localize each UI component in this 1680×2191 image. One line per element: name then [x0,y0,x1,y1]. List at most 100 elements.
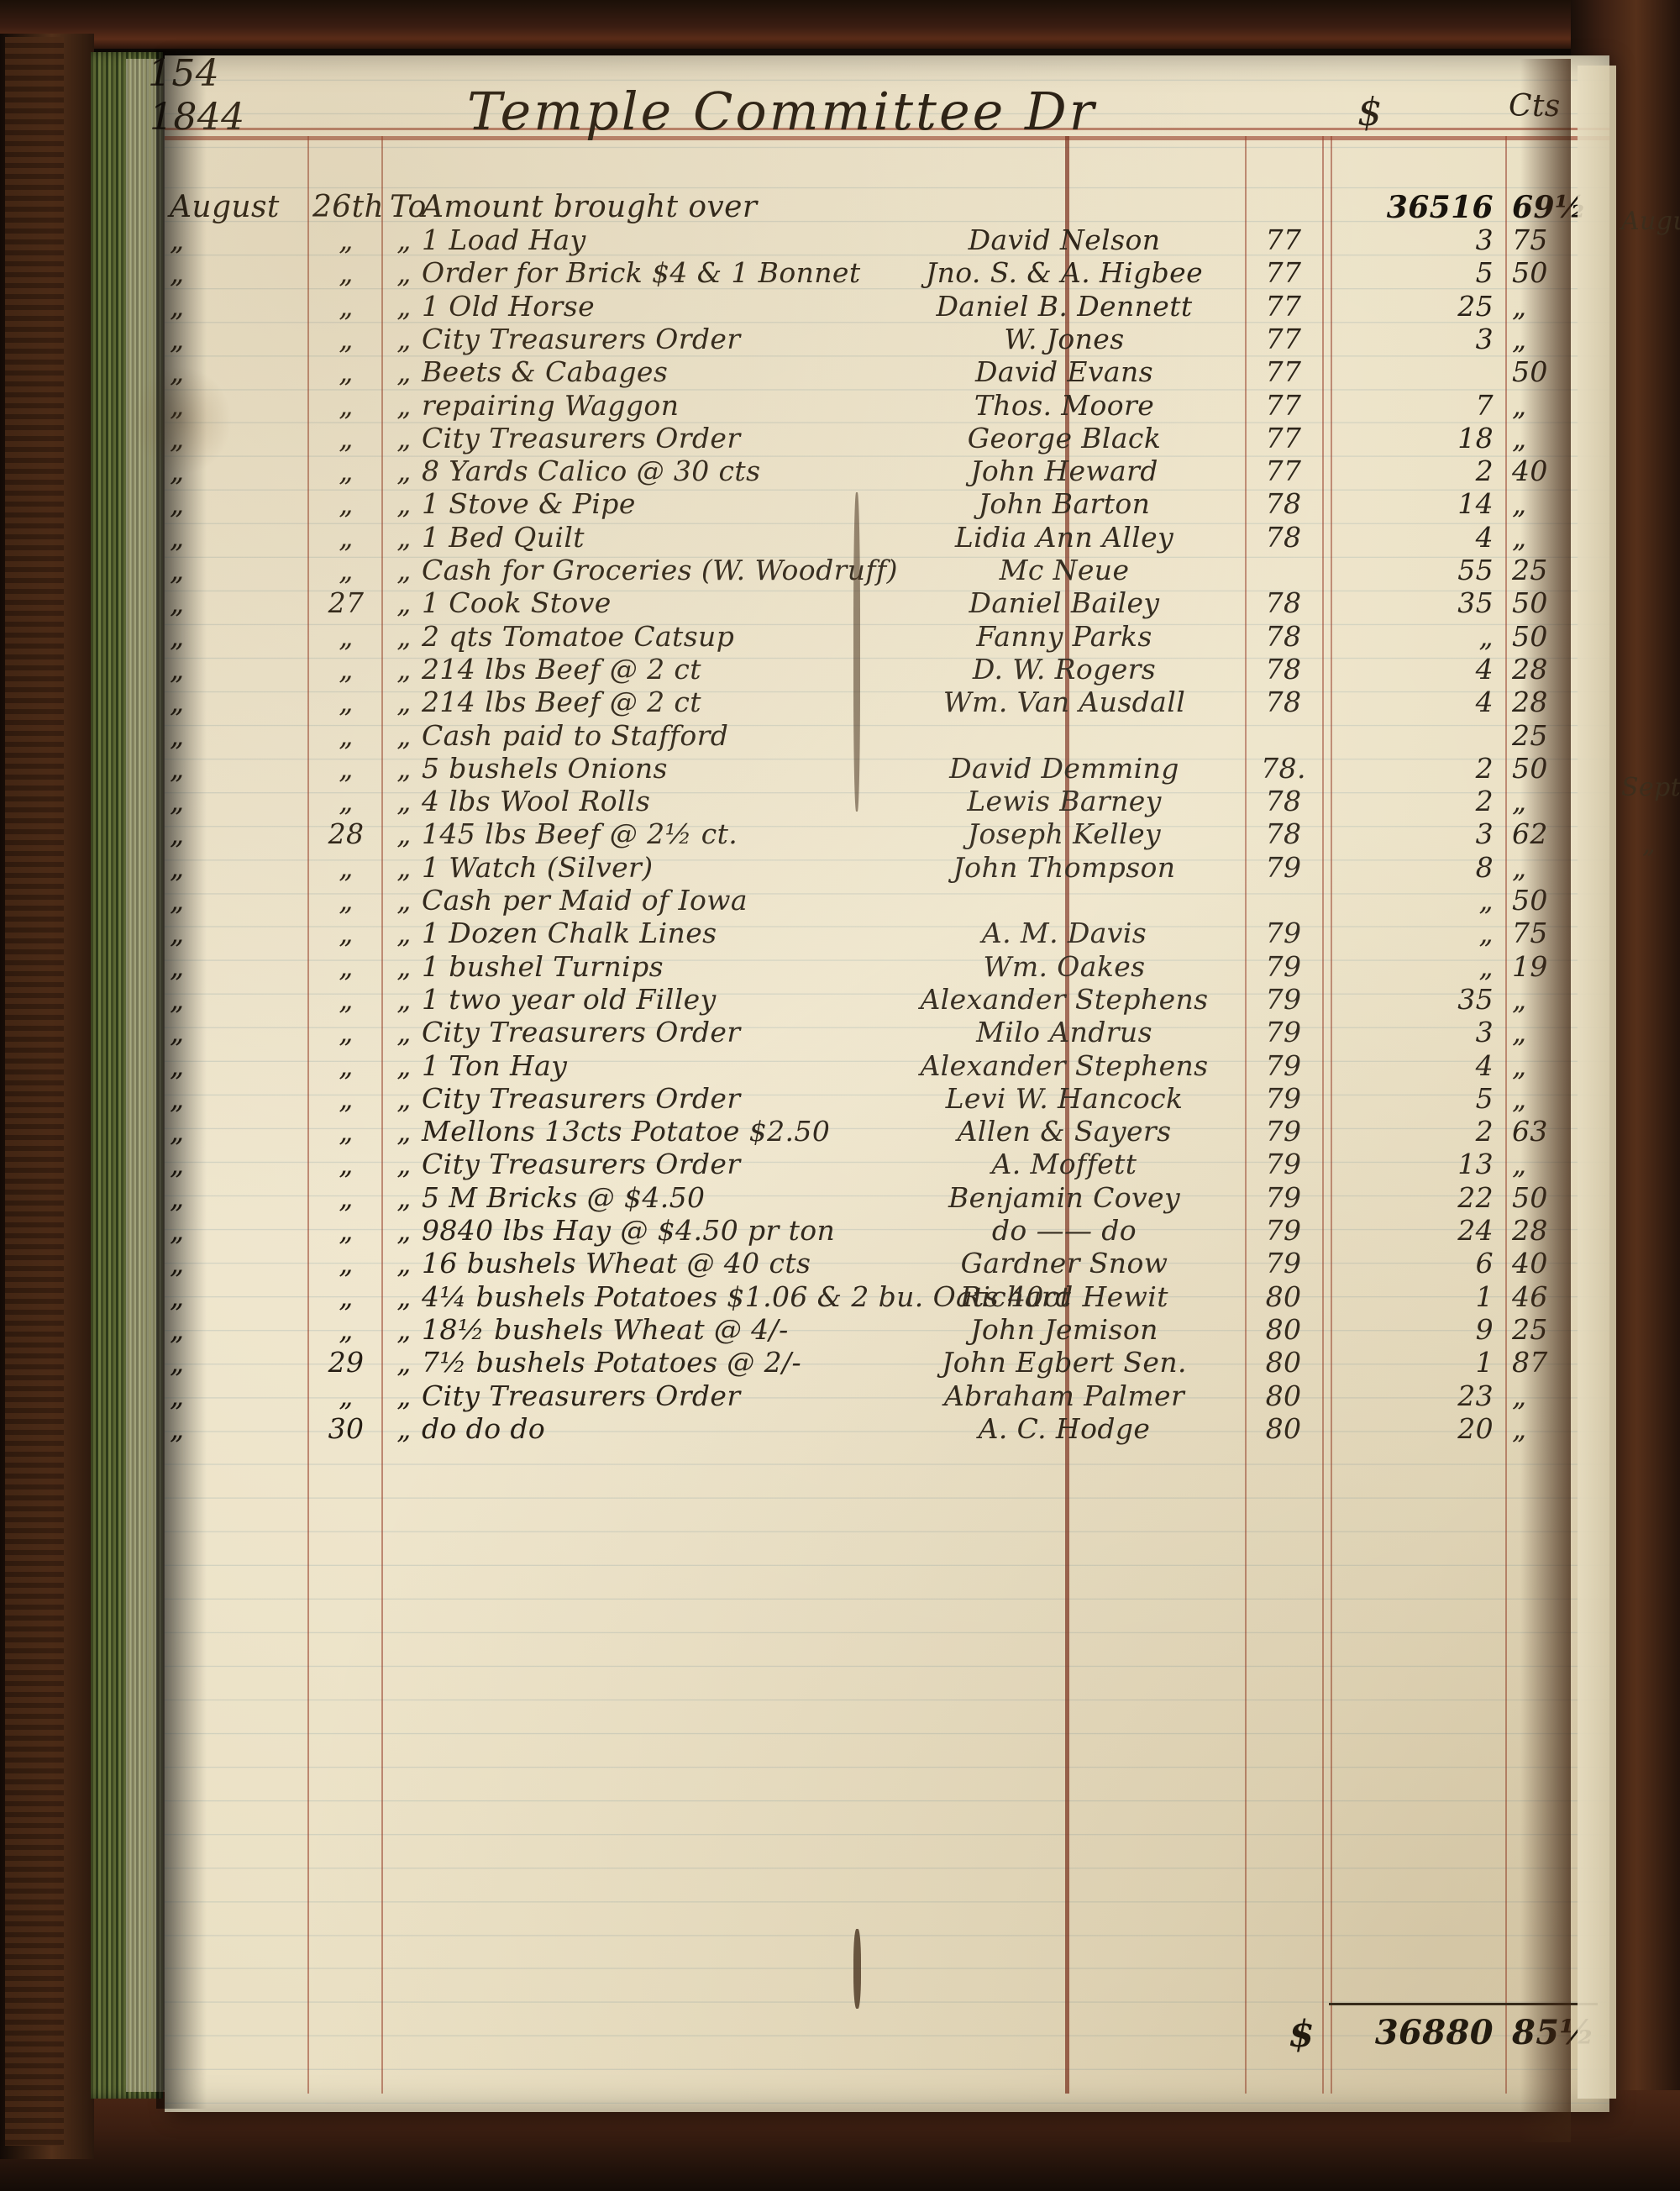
row-description: 1 Ton Hay [422,1048,568,1082]
row-dollars: 1 [1475,1279,1494,1313]
table-row: „„„4¼ bushels Potatoes $1.06 & 2 bu. Oat… [165,1280,1609,1314]
row-name: Wm. Oakes [983,949,1146,983]
row-dollars: 8 [1475,850,1494,884]
row-dollars: 35 [1457,982,1494,1016]
row-to-mark: „ [396,1115,412,1148]
row-day: „ [339,554,354,586]
row-folio: 80 [1265,1279,1302,1313]
row-name: Alexander Stephens [920,982,1209,1016]
column-rule-to [381,136,383,2094]
row-name: Joseph Kelley [967,817,1162,851]
row-description: 5 bushels Onions [422,751,668,785]
row-to-mark: „ [396,487,412,521]
row-folio: 80 [1265,1346,1302,1379]
row-dollars: „ [1478,884,1494,917]
row-to-mark: „ [396,454,412,488]
column-rule-folio [1245,136,1247,2094]
row-folio: 80 [1265,1411,1302,1445]
row-name: Lidia Ann Alley [954,520,1174,554]
table-row: „„„Cash for Groceries (W. Woodruff)Mc Ne… [165,554,1609,587]
row-day: 30 [328,1411,365,1445]
row-description: 1 bushel Turnips [422,949,664,983]
table-row: „„„18½ bushels Wheat @ 4/-John Jemison80… [165,1313,1609,1347]
row-to-mark: „ [396,1016,412,1049]
row-to-mark: „ [396,1411,412,1445]
row-name: John Jemison [970,1312,1158,1346]
row-description: 18½ bushels Wheat @ 4/- [422,1312,789,1346]
row-description: 145 lbs Beef @ 2½ ct. [422,817,738,851]
row-description: 1 Bed Quilt [422,520,585,554]
row-to-mark: „ [396,1279,412,1313]
row-name: Daniel B. Dennett [936,289,1193,323]
row-day: „ [339,1214,354,1247]
row-description: 16 bushels Wheat @ 40 cts [422,1247,811,1280]
row-folio: 78 [1265,817,1302,851]
row-description: Beets & Cabages [422,355,669,389]
row-day: „ [339,388,354,422]
row-folio: 78 [1265,487,1302,521]
row-name: A. M. Davis [981,917,1147,950]
row-name: George Black [967,421,1162,454]
row-folio: 78. [1261,751,1306,785]
row-name: Benjamin Covey [948,1180,1181,1214]
row-description: City Treasurers Order [422,1016,741,1049]
row-dollars: 2 [1475,785,1494,818]
row-dollars: 1 [1475,1346,1494,1379]
row-to-mark: „ [396,1148,412,1181]
row-to-mark: „ [396,1180,412,1214]
row-description: Cash paid to Stafford [422,718,729,752]
row-name: Alexander Stephens [920,1048,1209,1082]
row-dollars: 35 [1457,586,1494,620]
row-dollars: 18 [1457,421,1494,454]
row-dollars: 4 [1475,652,1494,686]
row-dollars: 23 [1457,1379,1494,1412]
row-day: 26th [312,190,385,224]
row-description: 1 Watch (Silver) [422,850,654,884]
row-folio: 79 [1265,1148,1302,1181]
ledger-leaf: 154 1844 Temple Committee Dr $ Cts Augus… [131,52,1609,2112]
row-folio: 78 [1265,785,1302,818]
margin-note-august: Augus [1621,207,1680,236]
row-to-mark: „ [396,388,412,422]
row-description: repairing Waggon [422,388,680,422]
row-dollars: 7 [1475,388,1494,422]
ink-blot-upper [853,492,860,812]
row-day: 29 [328,1346,365,1379]
row-dollars: 3 [1475,817,1494,851]
row-day: „ [339,884,354,917]
row-description: Amount brought over [422,190,758,224]
row-description: 2 qts Tomatoe Catsup [422,619,735,653]
row-folio: 77 [1265,289,1302,323]
row-name: W. Jones [1004,322,1125,355]
row-folio: 77 [1265,256,1302,290]
page-title: Temple Committee Dr [467,81,1097,142]
row-day: „ [339,289,354,323]
row-name: D. W. Rogers [972,652,1157,686]
row-name: Mc Neue [999,554,1130,586]
row-to-mark: „ [396,1346,412,1379]
row-description: 1 Dozen Chalk Lines [422,917,717,950]
row-day: „ [339,520,354,554]
row-to-mark: „ [396,1214,412,1247]
row-dollars: 13 [1457,1148,1494,1181]
row-dollars: 25 [1457,289,1494,323]
row-dollars: „ [1478,917,1494,950]
row-day: „ [339,1148,354,1181]
table-row: „„„Cash paid to Stafford25 [165,719,1609,753]
table-row-total: $ 36880 85½ [165,2013,1609,2056]
row-folio: 78 [1265,686,1302,719]
row-day: „ [339,1312,354,1346]
column-rule-name [1065,136,1069,2094]
row-day: „ [339,686,354,719]
row-day: „ [339,652,354,686]
row-name: Gardner Snow [960,1247,1168,1280]
